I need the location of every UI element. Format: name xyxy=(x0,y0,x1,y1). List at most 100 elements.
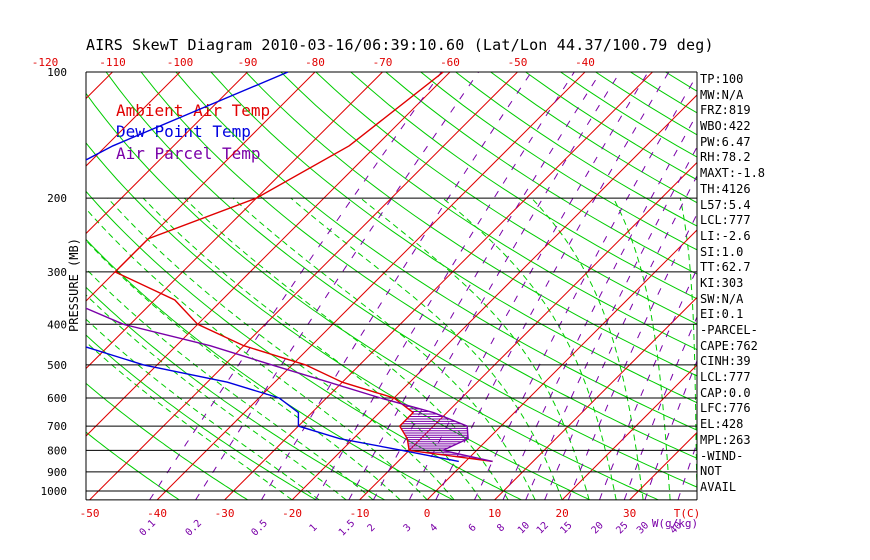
isotherm-line xyxy=(86,72,248,235)
isotherm-line xyxy=(86,72,316,302)
mixing-ratio-line xyxy=(149,72,442,500)
index-el: EL:428 xyxy=(700,417,744,432)
top-temp-tick-label: -120 xyxy=(32,56,59,69)
index-wind-avail: AVAIL xyxy=(700,479,737,494)
mixing-ratio-tick-label: 3 xyxy=(402,522,414,534)
top-temp-tick-label: -60 xyxy=(440,56,460,69)
index-ei: EI:0.1 xyxy=(700,307,744,322)
x-axis-label: T(C) xyxy=(674,507,701,520)
moist-adiabat-line xyxy=(232,197,536,500)
mixing-ratio-tick-label: 10 xyxy=(516,520,532,536)
mixing-ratio-tick-label: 0.5 xyxy=(249,518,270,539)
top-temp-tick-label: -90 xyxy=(238,56,258,69)
index-wbo: WBO:422 xyxy=(700,119,751,134)
legend-air-parcel-temp: Air Parcel Temp xyxy=(116,144,261,163)
mixing-ratio-line xyxy=(435,72,670,500)
dry-adiabat-line xyxy=(840,72,870,500)
pressure-tick-label: 600 xyxy=(47,392,67,405)
index-sw: SW:N/A xyxy=(700,291,744,306)
moist-adiabat-line xyxy=(442,197,617,500)
index-lcl: LCL:777 xyxy=(700,213,751,228)
dry-adiabat-line xyxy=(805,72,870,500)
index-lfc: LFC:776 xyxy=(700,401,751,416)
index-mw: MW:N/A xyxy=(700,87,744,102)
dry-adiabat-line xyxy=(245,72,697,377)
isotherm-line xyxy=(89,72,518,500)
index-wind-header: -WIND- xyxy=(700,448,744,463)
mixing-ratio-tick-label: 2 xyxy=(366,522,378,534)
index-maxt: MAXT:-1.8 xyxy=(700,166,766,181)
mixing-ratio-tick-label: 30 xyxy=(635,520,651,536)
isotherm-line xyxy=(86,72,451,437)
index-si: SI:1.0 xyxy=(700,244,744,259)
isotherm-line xyxy=(156,72,586,500)
mixing-ratio-tick-label: 20 xyxy=(590,520,606,536)
bottom-temp-tick-label: 20 xyxy=(555,507,568,520)
dry-adiabat-line xyxy=(630,72,697,114)
index-cape: CAPE:762 xyxy=(700,338,758,353)
legend-ambient-air-temp: Ambient Air Temp xyxy=(116,101,271,120)
dry-adiabat-line xyxy=(86,334,317,500)
isotherm-line xyxy=(494,296,697,500)
isotherm-line xyxy=(426,229,697,500)
ambient-air-temp-line xyxy=(113,72,493,463)
dew-point-temp-line xyxy=(86,72,459,463)
pressure-tick-label: 700 xyxy=(47,420,67,433)
mixing-ratio-tick-label: 8 xyxy=(495,522,507,534)
isotherm-line xyxy=(224,72,653,500)
dry-adiabat-line xyxy=(86,190,522,500)
dry-adiabat-line xyxy=(595,72,697,136)
dry-adiabat-line xyxy=(525,72,697,181)
bottom-temp-tick-label: 0 xyxy=(424,507,431,520)
top-temp-tick-label: -80 xyxy=(305,56,325,69)
bottom-temp-tick-label: 10 xyxy=(488,507,501,520)
dry-adiabat-line xyxy=(770,72,870,500)
dry-adiabat-line xyxy=(210,72,697,404)
mixing-ratio-line xyxy=(372,72,621,500)
moist-adiabat-line xyxy=(86,239,401,500)
moist-adiabat-line xyxy=(360,197,590,500)
mixing-ratio-line xyxy=(314,72,575,500)
mixing-ratio-tick-label: 0.1 xyxy=(138,518,159,539)
index-parcel-header: -PARCEL- xyxy=(700,323,758,337)
isotherm-line xyxy=(291,94,697,500)
isotherm-line xyxy=(561,364,697,500)
index-th: TH:4126 xyxy=(700,181,751,196)
index-pw: PW:6.47 xyxy=(700,134,751,149)
moist-adiabat-line xyxy=(86,341,293,500)
mixing-ratio-tick-label: 0.2 xyxy=(184,518,205,539)
isotherm-line xyxy=(86,72,181,167)
index-cap: CAP:0.0 xyxy=(700,385,751,400)
dry-adiabat-line xyxy=(86,286,385,500)
index-rh: RH:78.2 xyxy=(700,150,751,165)
mixing-ratio-line xyxy=(502,113,697,500)
pressure-tick-label: 300 xyxy=(47,266,67,279)
mixing-ratio-tick-label: 1.5 xyxy=(337,518,358,539)
mixing-ratio-line xyxy=(261,72,532,500)
dry-adiabat-line xyxy=(455,72,697,227)
air-parcel-temp-line xyxy=(86,307,493,463)
mixing-ratio-line xyxy=(644,359,697,500)
index-tp: TP:100 xyxy=(700,72,744,86)
dry-adiabat-line xyxy=(560,72,697,158)
dry-adiabat-line xyxy=(175,72,697,431)
dry-adiabat-line xyxy=(350,72,697,300)
dry-adiabat-line xyxy=(490,72,697,204)
moist-adiabat-line xyxy=(86,318,320,500)
index-tt: TT:62.7 xyxy=(700,260,751,275)
dry-adiabat-line xyxy=(735,72,870,500)
moist-adiabat-line xyxy=(184,197,509,500)
mixing-ratio-tick-label: 6 xyxy=(467,522,479,534)
mixing-ratio-line xyxy=(567,212,697,500)
bottom-temp-tick-label: -40 xyxy=(147,507,167,520)
mixing-ratio-line xyxy=(525,146,697,500)
top-temp-tick-label: -110 xyxy=(99,56,126,69)
moist-adiabat-line xyxy=(86,208,428,500)
mixing-ratio-tick-label: 4 xyxy=(428,522,440,534)
index-cinh: CINH:39 xyxy=(700,354,751,369)
chart-title: AIRS SkewT Diagram 2010-03-16/06:39:10.6… xyxy=(86,36,714,54)
mixing-ratio-tick-label: 1 xyxy=(308,522,320,534)
mixing-ratio-axis-label: W(g/kg) xyxy=(652,517,698,530)
isotherms xyxy=(86,72,697,500)
